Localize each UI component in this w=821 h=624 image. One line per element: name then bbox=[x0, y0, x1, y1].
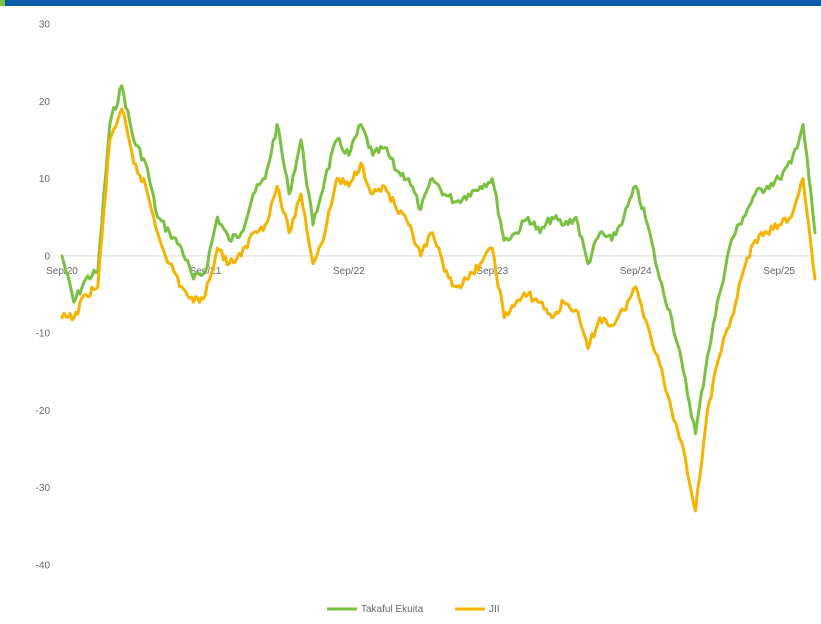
header-accent bbox=[0, 0, 5, 6]
y-tick-label: -40 bbox=[36, 561, 51, 572]
x-tick-label: Sep/24 bbox=[620, 266, 652, 277]
x-tick-label: Sep/23 bbox=[476, 266, 508, 277]
legend-label: JII bbox=[489, 604, 500, 615]
legend: Takaful Ekuita JII bbox=[327, 604, 500, 615]
series-line bbox=[60, 107, 817, 513]
header-bar bbox=[0, 0, 821, 6]
x-tick-label: Sep/20 bbox=[46, 266, 78, 277]
series-line bbox=[60, 84, 817, 436]
y-tick-label: -30 bbox=[36, 483, 51, 494]
x-tick-label: Sep/25 bbox=[763, 266, 795, 277]
y-tick-label: -20 bbox=[36, 406, 51, 417]
x-axis: Sep/20 Sep/21 Sep/22 Sep/23 Sep/24 Sep/25 bbox=[46, 266, 795, 277]
y-tick-label: 10 bbox=[39, 174, 51, 185]
y-tick-label: 30 bbox=[39, 20, 51, 31]
legend-label: Takaful Ekuita bbox=[361, 604, 424, 615]
series-layer bbox=[60, 84, 817, 513]
x-tick-label: Sep/22 bbox=[333, 266, 365, 277]
y-axis: 30 20 10 0 -10 -20 -30 -40 bbox=[36, 20, 51, 572]
y-tick-label: 20 bbox=[39, 97, 51, 108]
y-tick-label: -10 bbox=[36, 329, 51, 340]
y-tick-label: 0 bbox=[44, 251, 50, 262]
